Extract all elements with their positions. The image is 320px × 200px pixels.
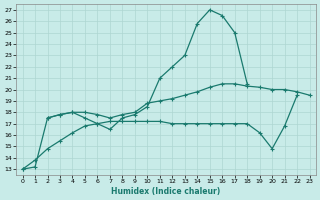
X-axis label: Humidex (Indice chaleur): Humidex (Indice chaleur) [111,187,221,196]
